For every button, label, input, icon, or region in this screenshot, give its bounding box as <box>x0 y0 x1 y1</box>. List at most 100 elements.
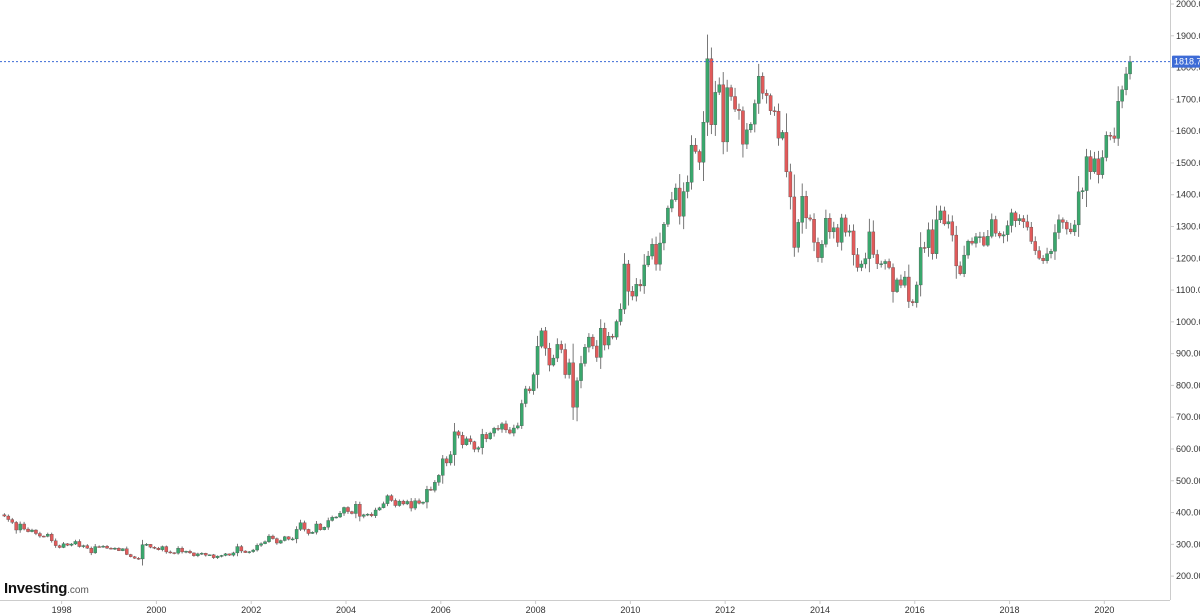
candle-body-down <box>804 196 808 219</box>
y-tick-label: 1600.00 <box>1176 126 1200 136</box>
y-tick-label: 1100.00 <box>1176 285 1200 295</box>
candle-body-down <box>855 254 860 268</box>
candle-body-up <box>914 284 919 303</box>
candle-body-down <box>907 276 911 302</box>
candle-body-down <box>211 554 216 558</box>
candle-body-up <box>1057 219 1061 233</box>
candle-body-down <box>571 362 575 408</box>
candle-body-up <box>863 258 868 265</box>
candle-body-down <box>472 441 477 450</box>
candle-body-up <box>583 347 587 364</box>
candle-body-down <box>65 543 70 546</box>
candle-body-up <box>618 308 623 322</box>
candle-body-down <box>393 500 398 506</box>
candle-body-down <box>496 428 500 430</box>
y-tick-label: 1900.00 <box>1176 31 1200 41</box>
candle-body-down <box>286 536 291 540</box>
candle-body-up <box>290 538 295 541</box>
candle-body-down <box>1061 219 1065 223</box>
candle-body-up <box>365 513 370 516</box>
candle-body-up <box>756 75 761 104</box>
candle-body-down <box>843 217 848 233</box>
candle-body-down <box>444 458 449 464</box>
candle-body-up <box>599 328 603 358</box>
candle-body-down <box>180 547 184 553</box>
candle-body-down <box>26 528 30 532</box>
candle-body-up <box>140 544 145 560</box>
candle-body-down <box>563 349 567 375</box>
candle-body-down <box>922 247 927 249</box>
candle-body-up <box>934 219 939 254</box>
candle-body-up <box>800 196 804 223</box>
candle-body-down <box>188 551 192 554</box>
candle-body-down <box>128 554 133 557</box>
candle-body-down <box>982 236 986 246</box>
candle-body-up <box>421 501 425 504</box>
candle-body-up <box>634 284 639 297</box>
candle-body-down <box>1025 221 1030 228</box>
candle-body-up <box>820 244 824 258</box>
candle-body-up <box>437 475 441 483</box>
logo-main-text: Investing <box>4 580 68 597</box>
candle-body-up <box>824 218 828 245</box>
candle-body-down <box>243 550 248 553</box>
investing-logo: Investing.com <box>4 580 89 597</box>
candle-body-up <box>334 516 338 519</box>
candle-body-up <box>986 236 990 246</box>
y-tick-label: 400.00 <box>1176 508 1200 518</box>
y-tick-label: 500.00 <box>1176 476 1200 486</box>
candle-body-up <box>160 546 165 550</box>
y-tick-label: 600.00 <box>1176 444 1200 454</box>
candle-body-up <box>314 523 319 533</box>
candle-body-up <box>946 221 951 225</box>
x-tick-label: 2010 <box>620 605 640 615</box>
candle-body-up <box>579 363 583 381</box>
candle-body-up <box>413 500 417 509</box>
candle-body-up <box>30 529 34 532</box>
candle-body-up <box>223 553 228 556</box>
candle-body-up <box>555 344 560 359</box>
candle-body-down <box>871 231 876 255</box>
candle-body-up <box>883 261 887 264</box>
candle-body-up <box>433 482 437 491</box>
candle-body-up <box>452 431 457 455</box>
candle-body-down <box>97 546 101 548</box>
candle-body-down <box>38 533 42 537</box>
candle-body-down <box>42 535 46 538</box>
candle-body-up <box>144 544 149 546</box>
candle-body-down <box>654 244 658 265</box>
candle-body-up <box>551 357 556 366</box>
x-tick-label: 2008 <box>526 605 546 615</box>
y-tick-label: 1700.00 <box>1176 94 1200 104</box>
candle-body-down <box>57 545 62 548</box>
candle-body-up <box>1124 73 1128 90</box>
candle-body-up <box>918 247 923 286</box>
candle-body-up <box>705 58 710 123</box>
candle-body-down <box>192 552 196 556</box>
candle-body-up <box>670 199 674 209</box>
y-tick-label: 1500.00 <box>1176 158 1200 168</box>
candle-body-down <box>1088 156 1093 172</box>
candle-body-down <box>504 423 508 431</box>
candle-body-down <box>812 219 816 243</box>
candle-body-up <box>516 425 520 429</box>
candle-body-down <box>168 551 172 554</box>
candle-body-down <box>591 336 595 347</box>
candle-body-up <box>745 129 749 145</box>
candle-body-up <box>1005 225 1010 235</box>
candle-body-up <box>1092 158 1097 172</box>
candle-body-up <box>879 263 883 265</box>
candle-body-up <box>713 92 718 125</box>
candle-body-down <box>626 263 631 292</box>
candle-body-up <box>476 447 481 450</box>
candle-body-down <box>1096 158 1101 175</box>
candle-body-down <box>10 519 14 523</box>
candle-body-down <box>1037 250 1041 259</box>
price-tag-background <box>1172 55 1200 68</box>
candle-body-up <box>326 520 330 528</box>
candle-body-down <box>239 546 244 552</box>
candle-body-up <box>464 438 469 445</box>
candle-body-down <box>737 109 741 111</box>
candle-body-up <box>839 217 844 243</box>
